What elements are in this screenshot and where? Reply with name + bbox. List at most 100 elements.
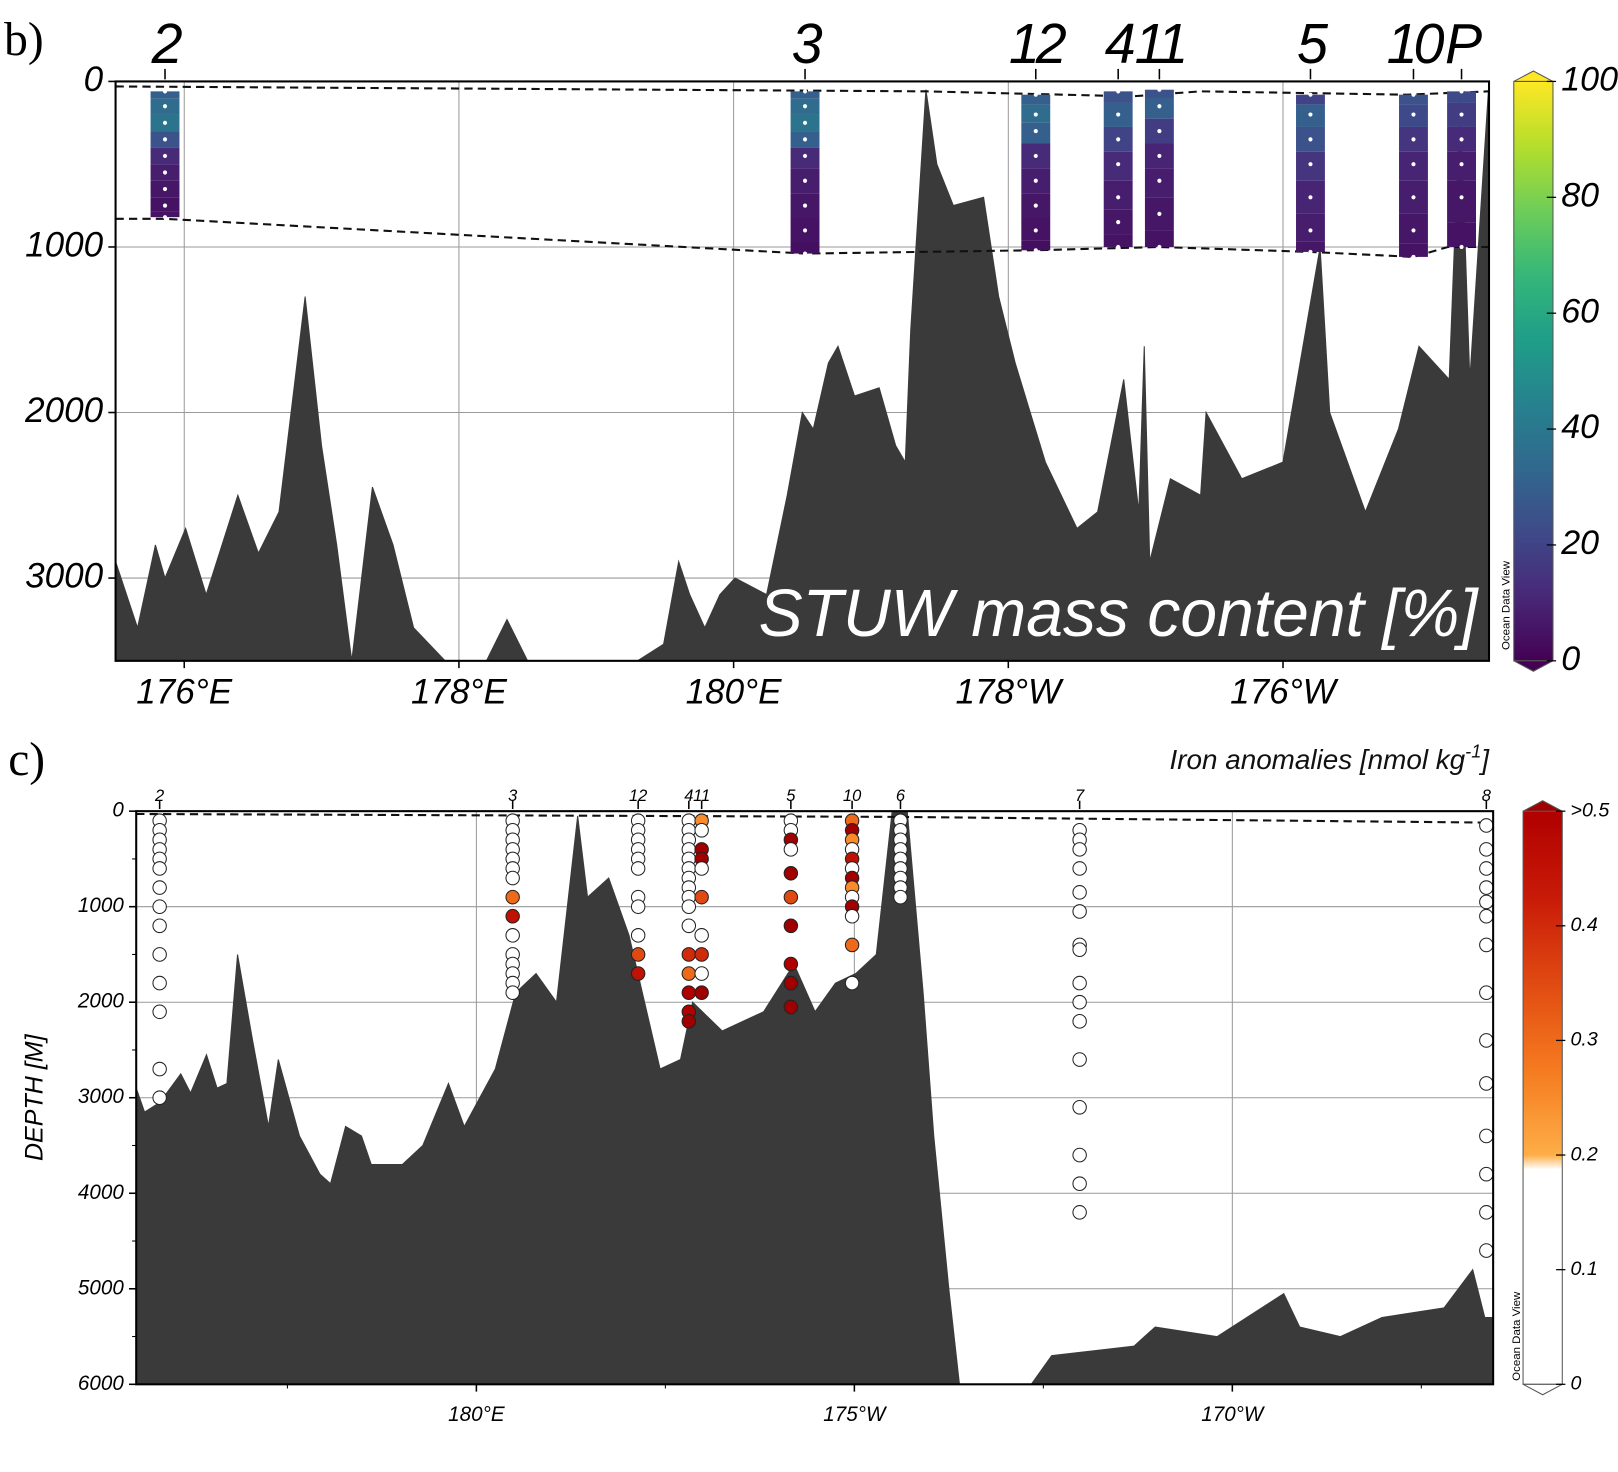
y-tick-label: 1000 <box>25 225 103 264</box>
station-label: 3 <box>508 786 518 805</box>
sample-dot <box>1033 112 1038 117</box>
colorbar-tick-label: 0.1 <box>1571 1258 1598 1280</box>
x-tick-label: 176°W <box>1230 672 1339 711</box>
sample <box>152 861 167 876</box>
sample-dot <box>1308 228 1313 233</box>
watermark: Ocean Data View <box>1511 1291 1523 1381</box>
colorbar-arrow <box>1513 70 1554 82</box>
profile-cell <box>1447 180 1476 223</box>
sample-dot <box>1308 92 1313 97</box>
sample-dot <box>1411 137 1416 142</box>
sample-dot <box>802 153 808 159</box>
sample-dot <box>1116 195 1121 200</box>
sample <box>1072 942 1087 957</box>
station-label: 4 <box>1105 12 1135 75</box>
sample-dot <box>1157 211 1162 216</box>
sample-dot <box>162 89 168 94</box>
sample-dot <box>162 215 168 220</box>
station-label: 6 <box>896 786 906 805</box>
sample <box>681 1014 697 1029</box>
profile-cell <box>1103 234 1133 247</box>
sample-dot <box>802 104 808 109</box>
sample-dot <box>162 203 168 208</box>
colorbar-tick-label: 0 <box>1561 640 1580 678</box>
colorbar-tick-label: 0.3 <box>1571 1029 1598 1051</box>
sample-dot <box>1411 228 1416 233</box>
sample <box>630 861 646 876</box>
colorbar-arrow <box>1522 800 1563 812</box>
y-tick-label: 6000 <box>78 1372 124 1395</box>
sample <box>1479 861 1494 876</box>
sample-dot <box>1116 162 1121 167</box>
station-label: 2 <box>151 12 183 75</box>
sample-dot <box>1157 244 1162 250</box>
x-tick-label: 178°E <box>411 672 507 711</box>
sample-dot <box>1157 129 1162 134</box>
sample <box>681 985 697 1000</box>
y-tick-label: 2000 <box>77 990 124 1013</box>
sample <box>694 928 709 943</box>
colorbar-tick-label: 0.2 <box>1571 1143 1598 1165</box>
sample-dot <box>1157 87 1162 92</box>
station-label: 4 <box>684 786 693 805</box>
sample <box>783 889 799 905</box>
sample-dot <box>1033 228 1038 233</box>
sample <box>505 928 520 943</box>
sample <box>505 985 520 1000</box>
sample-dot <box>1459 137 1464 142</box>
title-superscript: -1 <box>1465 741 1481 761</box>
sample-dot <box>1459 195 1464 200</box>
x-tick-label: 178°W <box>955 672 1064 711</box>
sample-dot <box>162 120 168 125</box>
sample-dot <box>1308 162 1313 167</box>
colorbar-arrow <box>1522 1383 1563 1396</box>
sample <box>1072 1176 1087 1192</box>
colorbar-tick-label: 80 <box>1561 176 1599 214</box>
sample <box>783 999 799 1015</box>
sample <box>681 947 697 962</box>
station-label: 12 <box>629 786 647 805</box>
sample <box>1072 975 1087 991</box>
profile-cell <box>1399 243 1428 257</box>
station-label: 2 <box>154 786 164 805</box>
sample-dot <box>802 203 808 208</box>
dashed-line <box>115 217 1490 258</box>
profile-cell <box>1296 241 1325 252</box>
sample <box>694 822 709 838</box>
sample-dot <box>1411 162 1416 167</box>
profile-cell <box>1144 230 1174 247</box>
sample-dot <box>802 178 808 183</box>
station-label: 10 <box>1387 12 1445 75</box>
sample-dot <box>162 153 168 159</box>
sample-dot <box>1157 104 1162 109</box>
profile-cell <box>150 211 180 218</box>
sample-dot <box>162 137 168 142</box>
bathymetry <box>115 81 1490 662</box>
sample <box>783 956 799 972</box>
profile-cell <box>1296 94 1325 105</box>
sample-dot <box>1033 92 1038 97</box>
sample-dot <box>1411 195 1416 200</box>
colorbar <box>1513 80 1554 662</box>
sample-dot <box>1308 112 1313 117</box>
sample <box>694 889 709 905</box>
sample <box>1072 994 1087 1010</box>
profile-cell <box>790 242 820 254</box>
sample <box>1072 842 1087 857</box>
sample-dot <box>1157 178 1162 183</box>
profile-cell <box>1021 240 1051 251</box>
sample <box>505 908 520 924</box>
sample-dot <box>1116 220 1121 225</box>
y-tick-label: 2000 <box>24 391 103 430</box>
station-label: 10 <box>843 786 862 805</box>
sample <box>1072 1099 1087 1115</box>
profile-cell <box>1447 222 1476 247</box>
station-label: 8 <box>1482 786 1492 805</box>
station-label: 11 <box>693 786 710 805</box>
profile-cell <box>150 91 180 99</box>
profile-cell <box>1103 91 1133 103</box>
sample <box>152 880 167 895</box>
x-tick-label: 175°W <box>823 1403 888 1426</box>
sample <box>1479 937 1494 953</box>
